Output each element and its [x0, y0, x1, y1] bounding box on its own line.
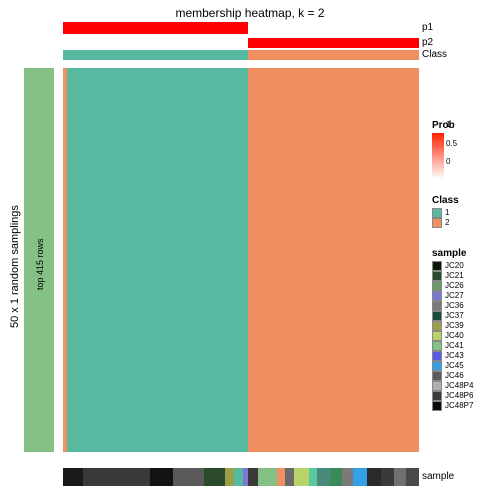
legend-item: JC20	[432, 261, 473, 271]
sample-cell	[204, 468, 225, 486]
sample-cell	[406, 468, 418, 486]
sample-cell	[381, 468, 393, 486]
legend-item: JC46	[432, 371, 473, 381]
legend-item: 1	[432, 208, 459, 218]
sample-cell	[330, 468, 342, 486]
legend-item: JC36	[432, 301, 473, 311]
annotation-row-p1	[63, 22, 419, 34]
sample-cell	[317, 468, 329, 486]
sample-cell	[367, 468, 381, 486]
legend-item: JC43	[432, 351, 473, 361]
sample-cell	[258, 468, 277, 486]
legend-prob-tick: 1	[446, 120, 457, 129]
sample-cell	[234, 468, 243, 486]
row-annotation-label: top 415 rows	[35, 230, 45, 290]
sample-cell	[150, 468, 173, 486]
sample-cell	[277, 468, 286, 486]
sample-cell	[342, 468, 353, 486]
sample-strip-label: sample	[422, 471, 454, 482]
legend-item: JC48P7	[432, 401, 473, 411]
legend-item: JC26	[432, 281, 473, 291]
legend-item: JC27	[432, 291, 473, 301]
sample-cell	[248, 468, 258, 486]
heatmap-column	[248, 68, 419, 452]
annotation-label-p1: p1	[422, 22, 433, 33]
annotation-row-class	[63, 50, 419, 60]
legend-item: JC39	[432, 321, 473, 331]
sample-cell	[83, 468, 151, 486]
legend-prob-gradient	[432, 133, 444, 179]
legend-item: JC21	[432, 271, 473, 281]
annotation-row-p2	[63, 38, 419, 48]
legend-item: JC45	[432, 361, 473, 371]
sample-cell	[173, 468, 203, 486]
chart-title: membership heatmap, k = 2	[150, 6, 350, 20]
legend-item: 2	[432, 218, 459, 228]
legend-item: JC48P4	[432, 381, 473, 391]
annotation-label-p2: p2	[422, 37, 433, 48]
sample-cell	[309, 468, 318, 486]
legend-prob: Prob 1 0.5 0	[432, 120, 455, 179]
legend-item: JC48P6	[432, 391, 473, 401]
legend-sample: sample JC20JC21JC26JC27JC36JC37JC39JC40J…	[432, 248, 473, 411]
sample-cell	[353, 468, 367, 486]
sample-cell	[63, 468, 83, 486]
heatmap-body	[63, 68, 419, 452]
legend-item: JC37	[432, 311, 473, 321]
legend-prob-ticks: 1 0.5 0	[446, 120, 457, 166]
sample-cell	[394, 468, 406, 486]
legend-item: JC40	[432, 331, 473, 341]
sample-cell	[285, 468, 294, 486]
legend-class: Class 12	[432, 195, 459, 228]
legend-item: JC41	[432, 341, 473, 351]
annotation-label-class: Class	[422, 49, 447, 60]
legend-sample-title: sample	[432, 248, 473, 259]
sample-cell	[225, 468, 234, 486]
y-axis-label: 50 x 1 random samplings	[9, 188, 21, 328]
legend-class-title: Class	[432, 195, 459, 206]
legend-prob-tick: 0.5	[446, 139, 457, 148]
heatmap-column	[67, 68, 248, 452]
legend-prob-tick: 0	[446, 157, 457, 166]
sample-annotation-strip	[63, 468, 419, 486]
sample-cell	[294, 468, 308, 486]
